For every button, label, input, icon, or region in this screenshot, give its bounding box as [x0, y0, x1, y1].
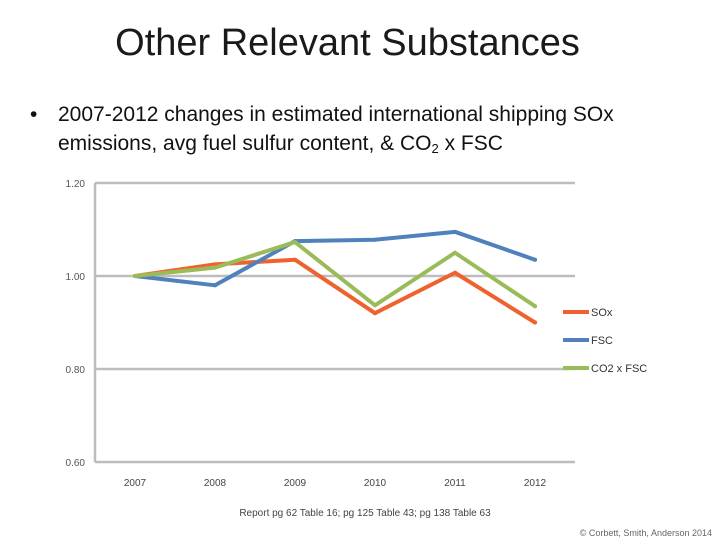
series-layer — [133, 229, 537, 325]
data-point — [373, 237, 377, 242]
y-tick-label: 0.80 — [66, 365, 86, 376]
data-point — [213, 265, 217, 270]
x-tick-label: 2012 — [524, 478, 547, 489]
x-tick-label: 2009 — [284, 478, 307, 489]
y-tick-label: 1.20 — [66, 179, 86, 190]
grid-layer — [95, 181, 575, 464]
data-point — [213, 283, 217, 288]
data-point — [293, 240, 297, 245]
axis-layer: 0.60 0.80 1.00 1.20 2007 2008 2009 2010 2011 2012 — [66, 179, 547, 489]
data-point — [453, 270, 457, 275]
legend-label: FSC — [591, 335, 613, 347]
bullet-subscript: 2 — [431, 141, 439, 156]
legend-layer: SOx FSC CO2 x FSC — [563, 307, 647, 375]
data-point — [453, 229, 457, 234]
source-note: Report pg 62 Table 16; pg 125 Table 43; … — [239, 508, 491, 519]
x-tick-label: 2011 — [444, 478, 466, 489]
data-point — [453, 250, 457, 255]
data-point — [373, 311, 377, 316]
y-tick-label: 0.60 — [66, 458, 86, 469]
data-point — [533, 304, 537, 309]
x-tick-label: 2008 — [204, 478, 227, 489]
bullet-text-main: 2007-2012 changes in estimated internati… — [58, 103, 614, 155]
series-line — [133, 240, 537, 309]
bullet-marker: • — [30, 103, 38, 126]
series-line — [133, 257, 537, 325]
credit-text: © Corbett, Smith, Anderson 2014 — [579, 528, 712, 538]
y-tick-label: 1.00 — [66, 272, 86, 283]
data-point — [533, 257, 537, 262]
bullet-text-tail: x FSC — [438, 132, 503, 155]
x-tick-label: 2007 — [124, 478, 147, 489]
data-point — [373, 303, 377, 308]
series-co2-x-fsc — [133, 240, 537, 309]
data-point — [133, 274, 137, 278]
legend-label: SOx — [591, 307, 613, 319]
bullet-point: • 2007-2012 changes in estimated interna… — [30, 100, 700, 163]
series-line — [133, 229, 537, 288]
slide-title: Other Relevant Substances — [115, 22, 580, 64]
series-fsc — [133, 229, 537, 288]
series-sox — [133, 257, 537, 325]
x-tick-label: 2010 — [364, 478, 387, 489]
bullet-text: 2007-2012 changes in estimated internati… — [58, 100, 700, 163]
legend-label: CO2 x FSC — [591, 363, 647, 375]
data-point — [293, 257, 297, 262]
data-point — [533, 320, 537, 325]
